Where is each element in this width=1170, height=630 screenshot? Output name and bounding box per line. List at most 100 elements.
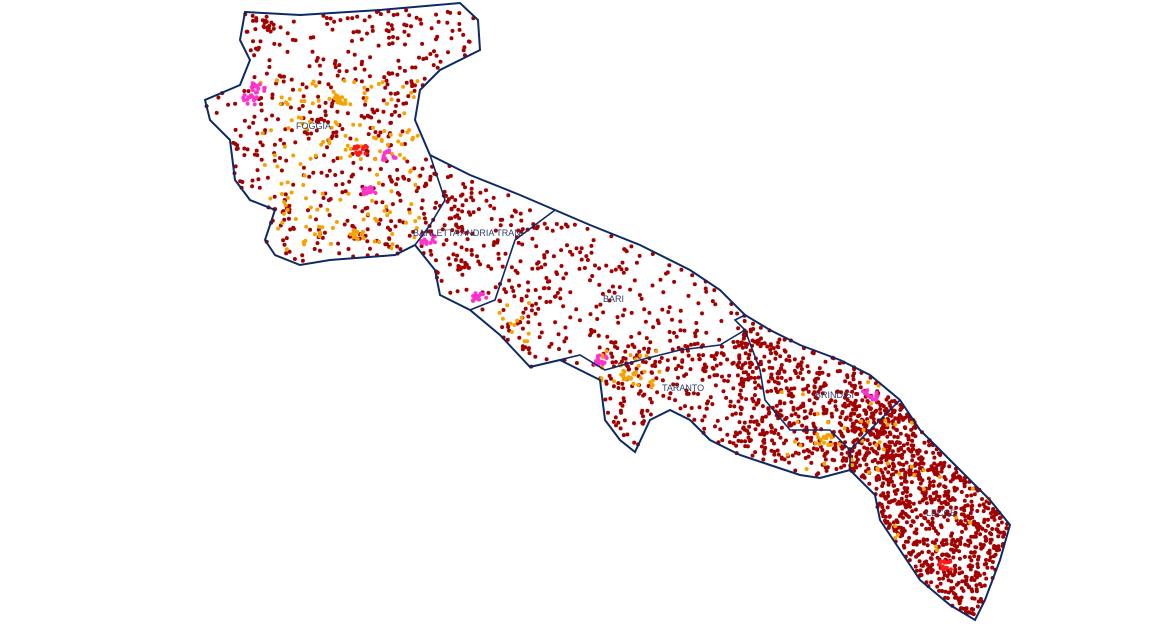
data-point	[420, 198, 425, 203]
data-point	[409, 90, 414, 95]
data-point	[718, 427, 723, 432]
data-point	[809, 460, 814, 465]
data-point	[755, 422, 760, 427]
data-point	[697, 357, 702, 362]
data-point	[648, 396, 653, 401]
data-point	[478, 291, 483, 296]
data-point	[912, 530, 917, 535]
data-point	[943, 492, 948, 497]
data-point	[329, 241, 333, 246]
data-point	[537, 295, 542, 300]
data-point	[683, 404, 687, 409]
data-point	[777, 337, 782, 342]
data-point	[897, 441, 902, 445]
data-point	[289, 190, 294, 195]
data-point	[368, 185, 373, 190]
data-point	[397, 65, 402, 70]
data-point	[297, 107, 302, 111]
data-point	[429, 252, 434, 257]
data-point	[890, 419, 895, 424]
data-point	[659, 356, 664, 360]
data-point	[291, 87, 295, 92]
data-point	[748, 419, 753, 424]
data-point	[947, 464, 952, 469]
data-point	[491, 195, 496, 200]
data-point	[809, 408, 814, 413]
data-point	[815, 432, 820, 437]
data-point	[577, 318, 582, 323]
data-point	[385, 242, 389, 247]
data-point	[820, 391, 825, 396]
data-point	[695, 328, 699, 333]
data-point	[390, 202, 395, 207]
data-point	[533, 288, 538, 292]
data-point	[553, 320, 558, 325]
data-point	[900, 533, 905, 538]
data-point	[317, 80, 322, 85]
data-point	[671, 382, 676, 387]
label-bari: BARI	[603, 294, 624, 304]
data-point	[885, 461, 890, 466]
data-point	[787, 358, 792, 363]
data-point	[796, 451, 801, 456]
data-point	[352, 52, 357, 57]
data-point	[808, 438, 813, 443]
data-point	[984, 561, 989, 566]
data-point	[884, 520, 889, 525]
data-point	[420, 166, 425, 171]
data-point	[300, 82, 305, 87]
data-point	[316, 98, 321, 103]
data-point	[914, 542, 919, 547]
data-point	[690, 357, 695, 362]
data-point	[282, 141, 286, 146]
data-point	[670, 347, 675, 352]
data-point	[931, 450, 936, 455]
data-point	[920, 550, 925, 555]
data-point	[905, 441, 910, 446]
data-point	[646, 350, 651, 354]
data-point	[710, 299, 715, 304]
data-point	[574, 246, 579, 251]
data-point	[782, 441, 786, 446]
data-point	[830, 457, 835, 462]
data-point	[316, 120, 321, 125]
data-point	[689, 342, 693, 347]
data-point	[286, 216, 291, 221]
data-point	[854, 407, 859, 412]
data-point	[351, 122, 356, 127]
data-point	[507, 278, 512, 283]
data-point	[345, 218, 350, 223]
data-point	[518, 320, 523, 325]
data-point	[488, 203, 493, 208]
data-point	[509, 285, 514, 290]
data-point	[377, 222, 382, 226]
data-point	[388, 121, 393, 125]
data-point	[342, 222, 347, 227]
data-point	[847, 381, 852, 386]
data-point	[383, 157, 388, 162]
data-point	[299, 99, 304, 104]
data-point	[378, 217, 383, 222]
data-point	[446, 256, 451, 261]
data-point	[314, 128, 319, 133]
data-point	[943, 595, 948, 600]
data-point	[930, 562, 935, 567]
data-point	[899, 482, 904, 486]
data-point	[616, 320, 621, 325]
data-point	[667, 396, 672, 401]
data-point	[453, 257, 458, 262]
data-point	[869, 415, 874, 419]
data-point	[284, 236, 289, 241]
data-point	[439, 278, 444, 283]
data-point	[686, 293, 691, 298]
data-point	[806, 389, 811, 394]
data-point	[613, 415, 618, 420]
data-point	[394, 103, 398, 108]
data-point	[727, 440, 732, 445]
data-point	[644, 336, 649, 341]
data-point	[396, 98, 401, 103]
data-point	[963, 542, 968, 547]
data-point	[746, 431, 751, 436]
data-point	[314, 58, 319, 63]
data-point	[513, 209, 518, 214]
